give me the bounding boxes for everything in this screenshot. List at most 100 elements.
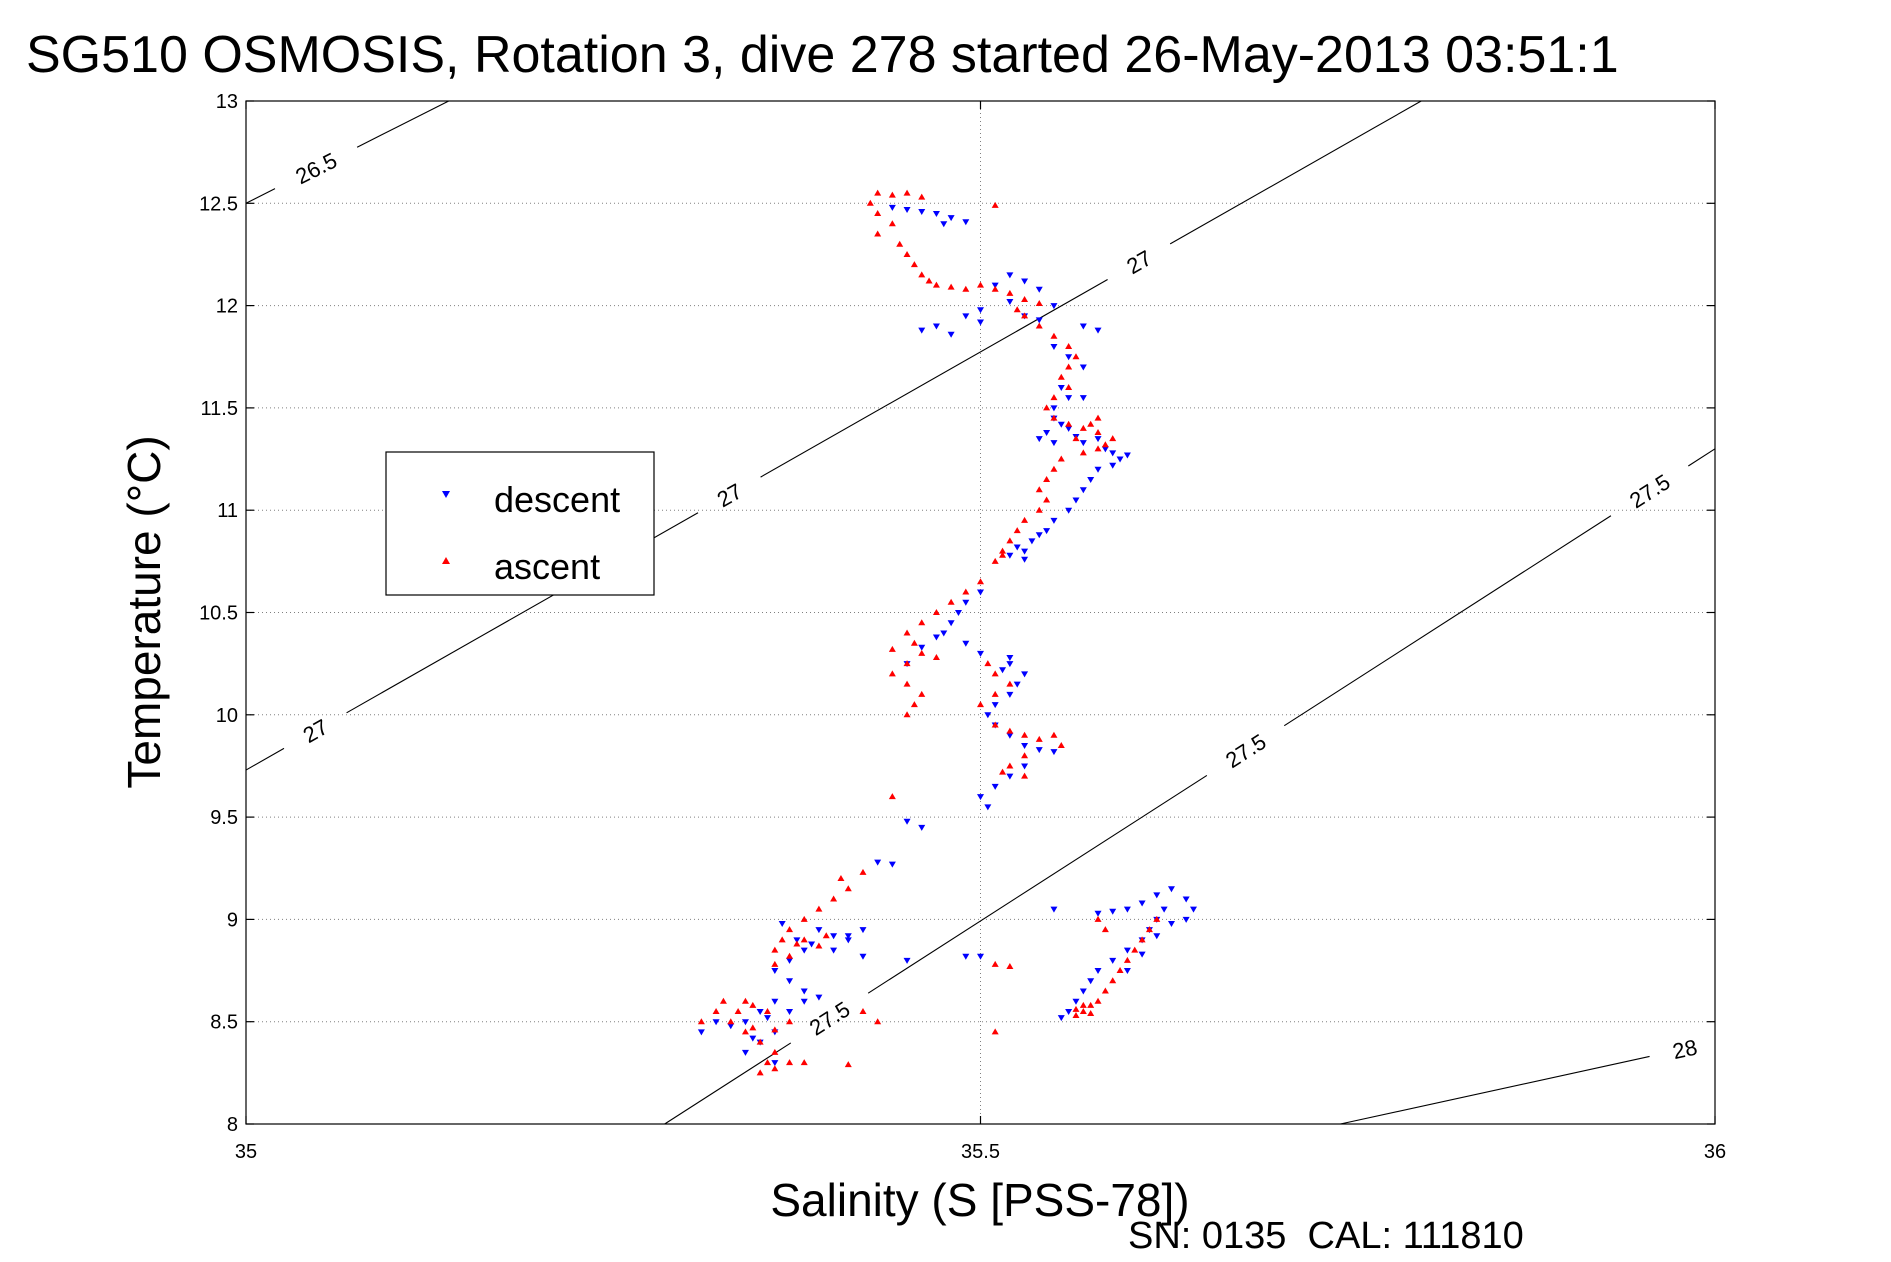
point-ascent (1006, 537, 1014, 544)
point-ascent (800, 936, 808, 943)
point-descent (1109, 462, 1117, 469)
point-ascent (903, 629, 911, 636)
point-descent (1035, 286, 1043, 293)
point-ascent (1065, 343, 1073, 350)
point-descent (1013, 681, 1021, 688)
point-ascent (903, 711, 911, 718)
point-descent (1065, 354, 1073, 361)
point-ascent (932, 609, 940, 615)
point-ascent (925, 277, 933, 284)
point-ascent (1006, 680, 1014, 687)
point-ascent (991, 557, 999, 564)
point-descent (903, 818, 911, 825)
point-descent (1050, 906, 1058, 913)
point-ascent (903, 189, 911, 196)
point-ascent (727, 1018, 735, 1025)
point-ascent (1079, 1007, 1087, 1014)
point-descent (1050, 749, 1058, 756)
point-descent (977, 953, 984, 960)
point-ascent (697, 1018, 705, 1025)
y-tick-label: 9.5 (210, 807, 238, 829)
point-descent (830, 933, 838, 940)
point-ascent (778, 936, 786, 943)
point-ascent (1079, 424, 1087, 431)
point-ascent (962, 285, 970, 292)
point-ascent (786, 952, 794, 959)
point-descent (1116, 456, 1124, 463)
point-ascent (1006, 762, 1014, 769)
point-descent (793, 937, 801, 944)
point-ascent (1006, 962, 1014, 969)
point-descent (1079, 364, 1087, 371)
x-tick-label: 36 (1704, 1141, 1726, 1163)
point-ascent (756, 1038, 764, 1045)
point-ascent (962, 588, 970, 595)
point-descent (1065, 507, 1073, 514)
point-descent (1094, 910, 1102, 917)
point-ascent (1094, 997, 1102, 1004)
point-descent (888, 204, 896, 211)
point-ascent (1050, 332, 1058, 339)
legend-label-ascent: ascent (494, 546, 600, 587)
point-descent (977, 650, 984, 657)
point-ascent (1043, 404, 1051, 411)
point-descent (786, 957, 794, 964)
point-descent (1182, 896, 1190, 903)
contour-line-27 (1169, 100, 1422, 245)
contour-line-27.5 (867, 774, 1208, 994)
point-descent (1050, 440, 1058, 447)
point-descent (778, 920, 786, 927)
point-descent (1087, 978, 1095, 985)
point-ascent (800, 915, 808, 922)
point-descent (940, 221, 948, 228)
point-descent (1109, 450, 1117, 457)
point-ascent (991, 960, 999, 967)
point-descent (1006, 299, 1014, 306)
point-descent (1057, 384, 1065, 391)
point-descent (741, 1049, 749, 1056)
legend: descent ascent (385, 451, 655, 596)
point-ascent (1006, 727, 1014, 734)
point-descent (1006, 661, 1014, 668)
point-descent (991, 282, 999, 289)
point-ascent (999, 547, 1007, 554)
point-descent (786, 1008, 794, 1015)
point-descent (1013, 544, 1021, 551)
point-descent (903, 206, 911, 213)
legend-label-descent: descent (494, 479, 620, 520)
point-ascent (1094, 428, 1102, 435)
point-ascent (903, 680, 911, 687)
point-descent (763, 1015, 771, 1022)
x-tick-label: 35 (235, 1141, 257, 1163)
contour-line-27.5 (664, 1042, 792, 1125)
point-descent (1050, 344, 1058, 351)
point-ascent (1006, 289, 1014, 296)
point-ascent (719, 997, 727, 1004)
point-descent (1079, 395, 1087, 402)
point-ascent (793, 940, 801, 947)
point-descent (932, 211, 940, 218)
legend-marker-descent (442, 491, 450, 498)
point-descent (1153, 892, 1161, 899)
point-descent (771, 1060, 779, 1067)
point-ascent (866, 199, 874, 206)
y-tick-label: 13 (216, 91, 238, 113)
point-ascent (749, 1001, 757, 1008)
point-descent (727, 1023, 735, 1030)
point-descent (1109, 957, 1117, 964)
point-descent (1138, 951, 1146, 958)
point-ascent (1101, 987, 1109, 994)
point-descent (859, 953, 867, 960)
point-ascent (991, 201, 999, 208)
point-descent (1123, 906, 1131, 913)
point-ascent (1035, 486, 1043, 493)
point-ascent (763, 1007, 771, 1014)
point-ascent (1021, 752, 1029, 759)
point-ascent (786, 926, 794, 933)
point-descent (830, 947, 838, 954)
point-descent (1094, 436, 1102, 443)
grid-lines (246, 101, 1715, 1124)
point-ascent (734, 1007, 742, 1014)
contour-line-28 (1340, 1055, 1650, 1125)
point-ascent (888, 220, 896, 227)
